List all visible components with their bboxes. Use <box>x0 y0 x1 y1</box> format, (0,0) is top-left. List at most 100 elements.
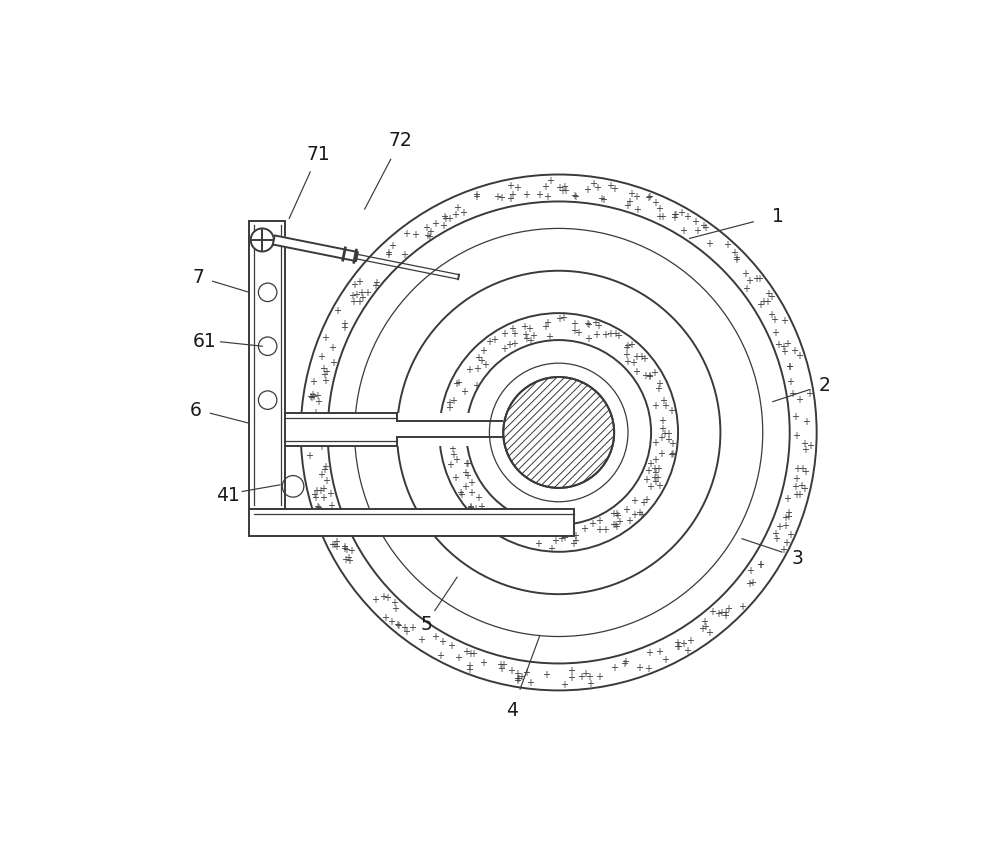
Text: +: + <box>642 494 650 504</box>
Text: +: + <box>319 363 327 373</box>
Text: +: + <box>525 324 533 334</box>
Text: +: + <box>341 555 349 564</box>
Text: +: + <box>328 343 336 353</box>
Text: +: + <box>610 662 618 672</box>
Text: +: + <box>527 529 535 538</box>
Text: +: + <box>425 231 433 241</box>
Text: +: + <box>371 280 379 291</box>
Text: +: + <box>461 468 469 478</box>
Text: +: + <box>529 331 537 341</box>
Text: +: + <box>655 646 663 656</box>
Text: +: + <box>611 519 619 529</box>
Text: +: + <box>639 498 647 507</box>
Text: +: + <box>394 619 402 630</box>
Text: +: + <box>659 212 667 222</box>
Text: +: + <box>653 472 661 482</box>
Text: +: + <box>479 346 487 356</box>
Text: +: + <box>655 480 663 490</box>
Text: +: + <box>322 366 330 376</box>
Text: +: + <box>327 510 335 521</box>
Text: +: + <box>322 475 330 486</box>
Text: +: + <box>800 483 808 493</box>
Text: +: + <box>609 509 617 519</box>
Text: +: + <box>592 330 600 340</box>
Text: +: + <box>466 503 474 513</box>
Text: +: + <box>782 537 790 547</box>
Text: +: + <box>791 481 799 492</box>
Text: +: + <box>469 648 477 658</box>
Text: +: + <box>806 441 814 451</box>
Text: +: + <box>783 494 791 504</box>
Text: +: + <box>545 332 553 342</box>
Text: +: + <box>471 504 479 514</box>
Text: +: + <box>701 621 709 631</box>
Text: +: + <box>329 357 337 367</box>
Text: +: + <box>698 623 706 633</box>
Text: +: + <box>444 417 452 427</box>
Text: +: + <box>522 667 530 676</box>
Text: +: + <box>655 204 663 214</box>
Text: +: + <box>650 464 658 474</box>
Text: +: + <box>454 378 462 388</box>
Text: +: + <box>542 669 550 679</box>
Text: +: + <box>440 212 448 222</box>
Text: +: + <box>611 329 619 339</box>
Text: +: + <box>738 602 746 612</box>
Text: +: + <box>755 274 763 284</box>
Text: +: + <box>467 477 475 487</box>
Text: +: + <box>584 320 592 330</box>
Text: +: + <box>303 426 311 436</box>
Text: +: + <box>595 671 603 682</box>
Text: +: + <box>699 221 707 231</box>
Text: +: + <box>615 516 623 527</box>
Text: +: + <box>759 296 767 307</box>
Text: +: + <box>683 646 691 655</box>
Text: +: + <box>659 395 667 406</box>
Text: +: + <box>451 472 459 482</box>
Text: +: + <box>664 435 672 445</box>
Text: +: + <box>555 183 563 193</box>
Text: +: + <box>321 376 329 386</box>
Text: +: + <box>445 214 453 224</box>
Text: +: + <box>447 415 455 425</box>
Text: +: + <box>446 460 454 469</box>
Text: +: + <box>355 296 363 307</box>
Text: +: + <box>340 544 348 554</box>
Text: +: + <box>521 330 529 340</box>
Text: +: + <box>459 208 467 217</box>
Text: +: + <box>779 342 787 352</box>
Text: +: + <box>384 250 392 259</box>
Text: +: + <box>402 626 410 636</box>
Text: +: + <box>745 579 753 589</box>
Text: +: + <box>557 533 565 544</box>
Text: +: + <box>670 210 678 220</box>
Text: +: + <box>650 473 658 483</box>
Text: +: + <box>658 416 666 426</box>
Text: +: + <box>646 481 654 491</box>
Text: +: + <box>721 607 729 618</box>
Text: +: + <box>465 664 473 674</box>
Text: +: + <box>780 316 788 326</box>
Text: +: + <box>589 179 597 188</box>
Text: +: + <box>560 182 568 193</box>
Text: +: + <box>307 393 315 403</box>
Text: +: + <box>635 507 643 517</box>
Text: +: + <box>767 292 775 302</box>
Text: +: + <box>465 365 473 375</box>
Text: +: + <box>526 336 534 346</box>
Text: +: + <box>448 443 456 453</box>
Text: +: + <box>551 536 559 545</box>
Text: +: + <box>746 566 754 576</box>
Text: +: + <box>748 577 756 587</box>
Text: +: + <box>723 240 731 250</box>
Text: 1: 1 <box>772 206 784 226</box>
Text: +: + <box>583 185 591 195</box>
Text: +: + <box>320 464 328 474</box>
Text: +: + <box>661 654 669 665</box>
Text: +: + <box>774 340 782 350</box>
Text: +: + <box>463 458 471 469</box>
Text: +: + <box>371 595 379 605</box>
Text: +: + <box>785 362 793 371</box>
Text: +: + <box>622 504 630 515</box>
Text: +: + <box>465 660 473 671</box>
